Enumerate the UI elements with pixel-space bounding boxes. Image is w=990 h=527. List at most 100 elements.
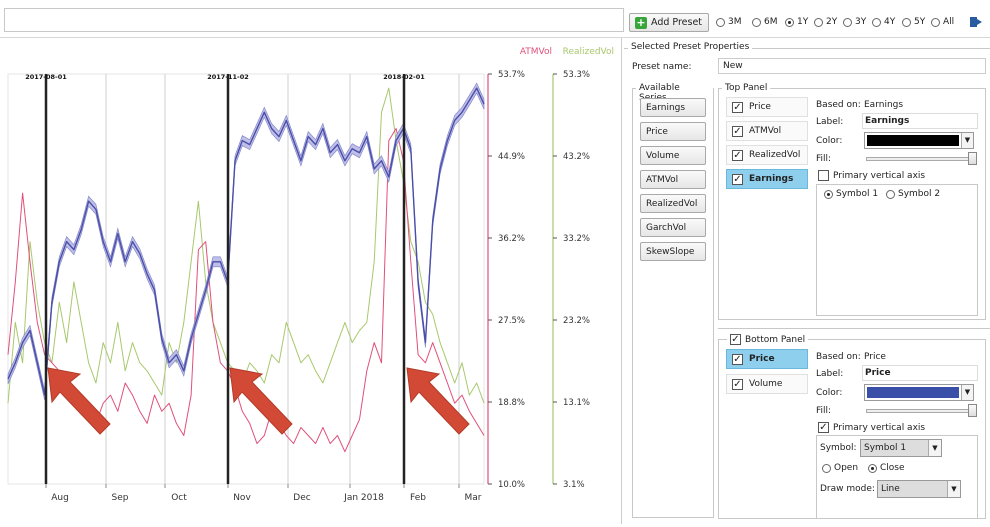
top-fill-thumb[interactable]: [968, 152, 977, 165]
bottom-color-swatch: [867, 387, 959, 398]
bottom-symbol-group: [816, 435, 978, 519]
bottom-color-label: Color:: [816, 388, 843, 398]
plus-icon: +: [635, 15, 647, 29]
range-all[interactable]: All: [931, 17, 954, 27]
preset-name-input[interactable]: New: [718, 58, 986, 74]
y1-tick-label: 36.2%: [498, 234, 525, 244]
y1-tick-label: 53.7%: [498, 70, 525, 80]
chevron-down-icon: ▼: [961, 385, 973, 400]
chevron-down-icon: ▼: [961, 133, 973, 148]
series-volume-button[interactable]: Volume: [640, 146, 706, 165]
x-tick-label: Jan 2018: [343, 493, 384, 503]
bottom-fill-slider[interactable]: [866, 409, 974, 413]
bottom-fill-thumb[interactable]: [968, 404, 977, 417]
x-tick-label: Aug: [51, 493, 69, 503]
splitter[interactable]: [621, 38, 622, 524]
legend-realizedvol: RealizedVol: [563, 47, 614, 57]
y2-tick-label: 43.2%: [563, 152, 590, 162]
top-color-swatch: [867, 135, 959, 146]
series-price-button[interactable]: Price: [640, 122, 706, 141]
top-based-on-label: Based on:: [816, 100, 861, 110]
bottom-symbol-label: Symbol:: [820, 443, 857, 453]
y2-tick-label: 23.2%: [563, 316, 590, 326]
y1-tick-label: 18.8%: [498, 398, 525, 408]
bottom-close-radio[interactable]: Close: [868, 463, 905, 473]
top-panel-title: Top Panel: [722, 83, 771, 93]
bottom-color-picker[interactable]: ▼: [864, 384, 974, 401]
range-3y[interactable]: 3Y: [843, 17, 866, 27]
legend-atmvol: ATMVol: [520, 47, 552, 57]
y2-tick-label: 33.2%: [563, 234, 590, 244]
toolbar: [0, 0, 990, 38]
y2-tick-label: 53.3%: [563, 70, 590, 80]
range-4y[interactable]: 4Y: [872, 17, 895, 27]
top-primary-axis-checkbox[interactable]: Primary vertical axis: [818, 170, 925, 181]
y2-tick-label: 3.1%: [563, 480, 585, 490]
chevron-down-icon: ▼: [928, 440, 941, 456]
y1-tick-label: 44.9%: [498, 152, 525, 162]
range-3m[interactable]: 3M: [716, 17, 742, 27]
x-tick-label: Oct: [171, 493, 187, 503]
top-panel-group: Top Panel: [718, 83, 986, 320]
top-color-picker[interactable]: ▼: [864, 132, 974, 149]
top-fill-slider[interactable]: [866, 157, 974, 161]
top-label-label: Label:: [816, 117, 844, 127]
series-earnings-button[interactable]: Earnings: [640, 98, 706, 117]
y2-tick-label: 13.1%: [563, 398, 590, 408]
chevron-down-icon: ▼: [947, 481, 960, 497]
bottom-item-price[interactable]: ✓ Price: [726, 349, 808, 369]
y1-tick-label: 27.5%: [498, 316, 525, 326]
bottom-primary-axis-checkbox[interactable]: ✓ Primary vertical axis: [818, 422, 926, 433]
x-tick-label: Mar: [465, 493, 482, 503]
toolbar-input[interactable]: [4, 8, 624, 32]
annotation-arrow-icon: [406, 367, 470, 435]
annotation-arrow-icon: [229, 367, 293, 435]
series-skewslope-button[interactable]: SkewSlope: [640, 242, 706, 261]
bottom-panel-checkbox[interactable]: ✓ Bottom Panel: [727, 334, 809, 345]
x-tick-label: Dec: [293, 493, 310, 503]
top-symbol-group: [816, 184, 978, 316]
range-1y[interactable]: 1Y: [785, 17, 808, 27]
bottom-based-on-label: Based on:: [816, 352, 861, 362]
export-icon[interactable]: [970, 16, 982, 28]
series-garchvol-button[interactable]: GarchVol: [640, 218, 706, 237]
series-realizedvol-button[interactable]: RealizedVol: [640, 194, 706, 213]
bottom-based-on-value: Price: [864, 352, 886, 362]
chart-area: ATMVol RealizedVol Aug Sep Oct Nov Dec Jan 2018…: [0, 38, 622, 524]
top-item-atmvol[interactable]: ✓ ATMVol: [726, 121, 808, 141]
y1-tick-label: 10.0%: [498, 480, 525, 490]
x-tick-label: Feb: [410, 493, 426, 503]
preset-properties-group: Selected Preset Properties: [624, 42, 990, 524]
range-2y[interactable]: 2Y: [814, 17, 837, 27]
bottom-label-input[interactable]: Price: [862, 365, 978, 381]
top-based-on-value: Earnings: [864, 100, 904, 110]
top-label-input[interactable]: Earnings: [862, 113, 978, 129]
bottom-fill-label: Fill:: [816, 406, 832, 416]
annotation-arrow-icon: [47, 367, 111, 435]
range-5y[interactable]: 5Y: [902, 17, 925, 27]
earnings-label: 2018-02-01: [383, 73, 425, 81]
top-item-earnings[interactable]: ✓ Earnings: [726, 169, 808, 189]
bottom-item-volume[interactable]: ✓ Volume: [726, 374, 808, 394]
series-atmvol-button[interactable]: ATMVol: [640, 170, 706, 189]
range-6m[interactable]: 6M: [752, 17, 778, 27]
top-fill-label: Fill:: [816, 154, 832, 164]
preset-name-label: Preset name:: [632, 62, 692, 72]
top-color-label: Color:: [816, 136, 843, 146]
top-item-price[interactable]: ✓ Price: [726, 97, 808, 117]
top-symbol1-radio[interactable]: Symbol 1: [824, 189, 878, 199]
earnings-label: 2017-08-01: [25, 73, 67, 81]
top-symbol2-radio[interactable]: Symbol 2: [886, 189, 940, 199]
bottom-draw-mode-select[interactable]: Line ▼: [877, 480, 961, 498]
x-tick-label: Sep: [112, 493, 129, 503]
preset-properties-title: Selected Preset Properties: [628, 42, 753, 52]
bottom-draw-mode-label: Draw mode:: [820, 484, 875, 494]
divider: [718, 328, 990, 329]
bottom-label-label: Label:: [816, 369, 844, 379]
bottom-open-radio[interactable]: Open: [822, 463, 858, 473]
price-vol-chart: ATMVol RealizedVol Aug Sep Oct Nov Dec Jan 2018…: [7, 47, 614, 503]
top-item-realizedvol[interactable]: ✓ RealizedVol: [726, 145, 808, 165]
bottom-symbol-select[interactable]: Symbol 1 ▼: [860, 439, 942, 457]
x-tick-label: Nov: [233, 493, 251, 503]
add-preset-button[interactable]: + Add Preset: [629, 13, 709, 32]
